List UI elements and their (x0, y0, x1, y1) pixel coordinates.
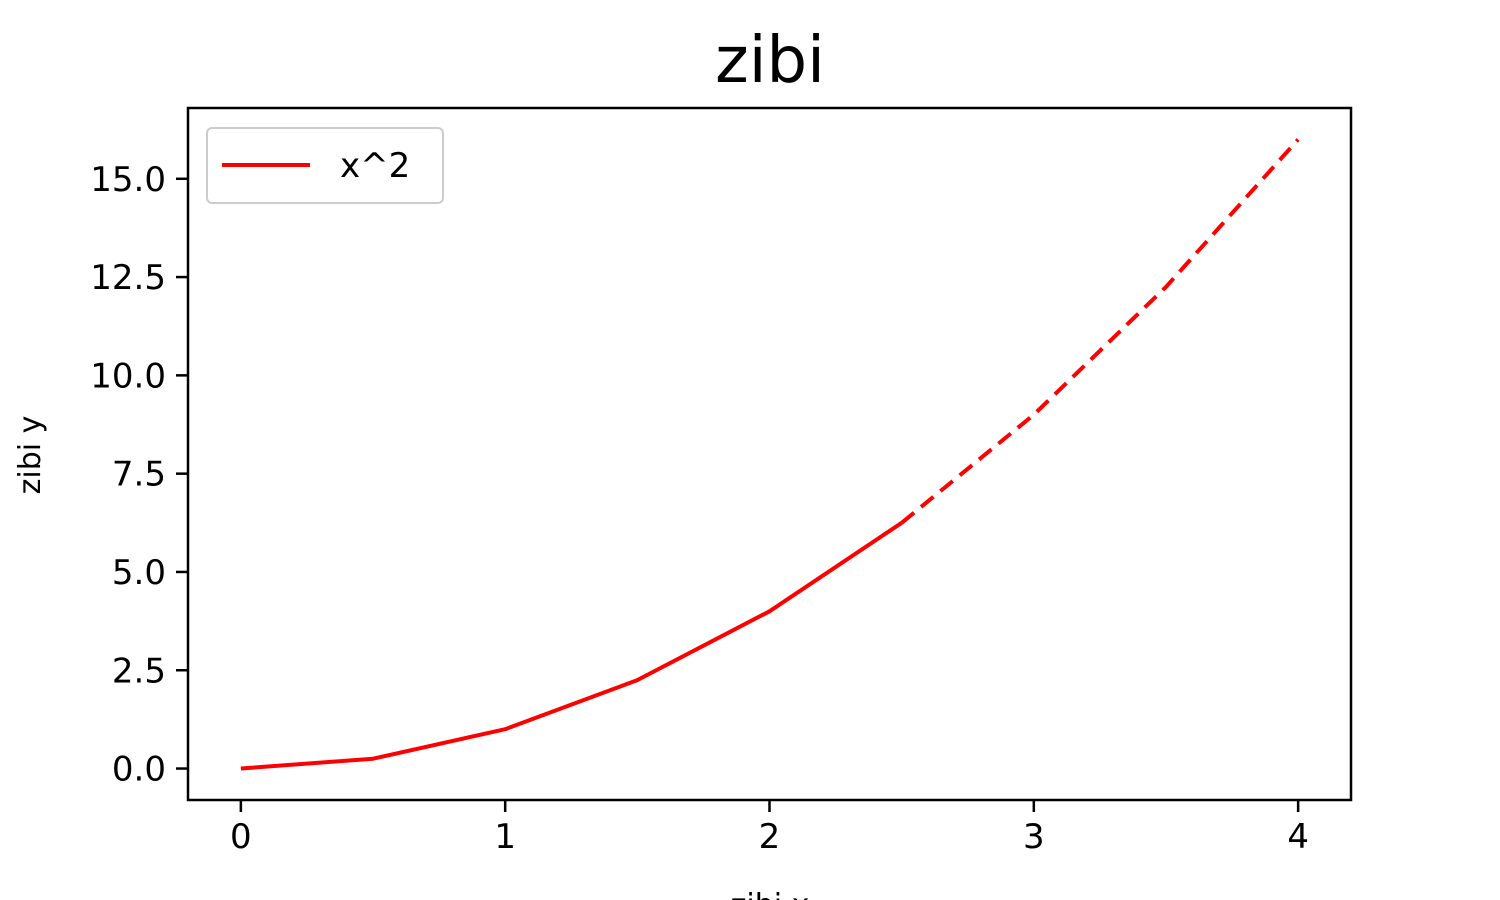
y-tick-label: 0.0 (112, 750, 166, 790)
y-tick-label: 5.0 (112, 553, 166, 593)
y-axis: 0.0 2.5 5.0 7.5 10.0 12.5 15.0 (90, 160, 188, 790)
y-tick-label: 10.0 (90, 356, 166, 396)
x-tick-label: 1 (494, 817, 516, 857)
legend-box (206, 127, 444, 204)
legend-label-x2: x^2 (340, 146, 410, 186)
series-line-1 (240, 521, 903, 771)
x-tick-label: 2 (759, 817, 781, 857)
chart-title: zibi (715, 24, 825, 98)
x-tick-label: 3 (1023, 817, 1045, 857)
plot-frame (186, 106, 1353, 802)
x-axis-label: zibi x (731, 888, 810, 900)
series-line-2 (900, 138, 1300, 525)
y-tick-label: 15.0 (90, 160, 166, 200)
x-axis: 0 1 2 3 4 (230, 800, 1309, 857)
plot-area (240, 138, 1300, 771)
x-tick-label: 0 (230, 817, 252, 857)
y-tick-label: 7.5 (112, 455, 166, 495)
legend: x^2 (206, 127, 444, 204)
y-tick-label: 2.5 (112, 651, 166, 691)
y-tick-label: 12.5 (90, 258, 166, 298)
y-axis-label: zibi y (13, 416, 48, 495)
x-tick-label: 4 (1287, 817, 1309, 857)
